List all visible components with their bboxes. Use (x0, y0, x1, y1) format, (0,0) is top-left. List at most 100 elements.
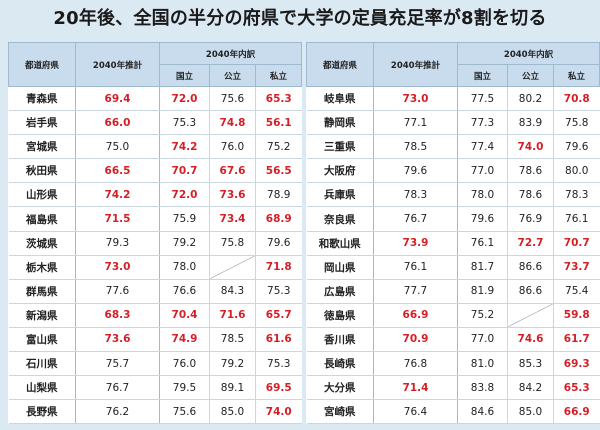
pref-cell: 和歌山県 (306, 231, 374, 256)
pref-cell: 石川県 (8, 351, 76, 377)
public-cell: 83.9 (507, 110, 554, 136)
pref-cell: 徳島県 (306, 303, 374, 328)
private-cell: 70.8 (553, 86, 600, 112)
national-cell: 76.1 (457, 231, 508, 256)
pref-cell: 茨城県 (8, 231, 76, 256)
national-cell: 78.0 (159, 255, 210, 280)
national-cell: 81.0 (457, 351, 508, 377)
national-cell: 72.0 (159, 182, 210, 208)
table-row: 新潟県 68.3 70.4 71.6 65.7 (8, 303, 302, 328)
public-cell: 75.6 (209, 86, 256, 112)
pref-cell: 大分県 (306, 375, 374, 401)
projection-cell: 79.6 (373, 158, 458, 184)
public-cell: 86.6 (507, 279, 554, 304)
col-header-private: 私立 (553, 64, 600, 87)
national-cell: 76.0 (159, 351, 210, 377)
col-header-national: 国立 (159, 64, 210, 87)
table-row: 岐阜県 73.0 77.5 80.2 70.8 (306, 86, 600, 112)
public-cell: 85.3 (507, 351, 554, 377)
left-table: 都道府県 2040年推計 2040年内訳 国立 公立 私立 青森県 69.4 72.… (8, 42, 302, 425)
col-header-breakdown: 2040年内訳 (159, 42, 302, 65)
private-cell: 75.3 (255, 279, 302, 304)
table-row: 三重県 78.5 77.4 74.0 79.6 (306, 134, 600, 160)
private-cell: 61.6 (255, 327, 302, 353)
table-row: 宮崎県 76.4 84.6 85.0 66.9 (306, 399, 600, 425)
projection-cell: 76.1 (373, 255, 458, 280)
table-row: 広島県 77.7 81.9 86.6 75.4 (306, 279, 600, 304)
public-cell (507, 303, 554, 328)
public-cell: 84.3 (209, 279, 256, 304)
private-cell: 75.2 (255, 134, 302, 160)
national-cell: 79.5 (159, 375, 210, 401)
pref-cell: 山梨県 (8, 375, 76, 401)
private-cell: 69.5 (255, 375, 302, 401)
national-cell: 77.0 (457, 158, 508, 184)
page-title: 20年後、全国の半分の府県で大学の定員充足率が8割を切る (53, 8, 547, 29)
col-header-breakdown: 2040年内訳 (457, 42, 600, 65)
private-cell: 73.7 (553, 255, 600, 280)
projection-cell: 76.7 (75, 375, 160, 401)
col-header-national: 国立 (457, 64, 508, 87)
projection-cell: 75.0 (75, 134, 160, 160)
pref-cell: 秋田県 (8, 158, 76, 184)
public-cell: 72.7 (507, 231, 554, 256)
public-cell: 74.8 (209, 110, 256, 136)
national-cell: 77.0 (457, 327, 508, 353)
private-cell: 66.9 (553, 399, 600, 425)
private-cell: 78.9 (255, 182, 302, 208)
projection-cell: 74.2 (75, 182, 160, 208)
pref-cell: 長崎県 (306, 351, 374, 377)
public-cell: 86.6 (507, 255, 554, 280)
pref-cell: 岩手県 (8, 110, 76, 136)
national-cell: 77.5 (457, 86, 508, 112)
projection-cell: 78.5 (373, 134, 458, 160)
private-cell: 69.3 (553, 351, 600, 377)
private-cell: 65.3 (255, 86, 302, 112)
public-cell: 76.0 (209, 134, 256, 160)
public-cell: 74.0 (507, 134, 554, 160)
pref-cell: 兵庫県 (306, 182, 374, 208)
pref-cell: 広島県 (306, 279, 374, 304)
table-row: 宮城県 75.0 74.2 76.0 75.2 (8, 134, 302, 160)
public-cell: 85.0 (507, 399, 554, 425)
national-cell: 81.7 (457, 255, 508, 280)
pref-cell: 大阪府 (306, 158, 374, 184)
table-row: 長野県 76.2 75.6 85.0 74.0 (8, 399, 302, 425)
pref-cell: 香川県 (306, 327, 374, 353)
public-cell: 76.9 (507, 206, 554, 232)
table-row: 栃木県 73.0 78.0 71.8 (8, 255, 302, 280)
national-cell: 70.7 (159, 158, 210, 184)
private-cell: 76.1 (553, 206, 600, 232)
projection-cell: 66.0 (75, 110, 160, 136)
pref-cell: 宮城県 (8, 134, 76, 160)
projection-cell: 76.7 (373, 206, 458, 232)
projection-cell: 73.0 (75, 255, 160, 280)
private-cell: 74.0 (255, 399, 302, 425)
pref-cell: 群馬県 (8, 279, 76, 304)
private-cell: 79.6 (553, 134, 600, 160)
pref-cell: 富山県 (8, 327, 76, 353)
col-header-pref: 都道府県 (8, 42, 76, 87)
table-row: 岩手県 66.0 75.3 74.8 56.1 (8, 110, 302, 136)
private-cell: 61.7 (553, 327, 600, 353)
pref-cell: 静岡県 (306, 110, 374, 136)
projection-cell: 68.3 (75, 303, 160, 328)
col-header-private: 私立 (255, 64, 302, 87)
pref-cell: 三重県 (306, 134, 374, 160)
national-cell: 74.2 (159, 134, 210, 160)
national-cell: 74.9 (159, 327, 210, 353)
projection-cell: 70.9 (373, 327, 458, 353)
public-cell: 89.1 (209, 375, 256, 401)
private-cell: 56.5 (255, 158, 302, 184)
projection-cell: 78.3 (373, 182, 458, 208)
pref-cell: 新潟県 (8, 303, 76, 328)
national-cell: 79.6 (457, 206, 508, 232)
col-header-public: 公立 (507, 64, 554, 87)
table-row: 福島県 71.5 75.9 73.4 68.9 (8, 206, 302, 232)
private-cell: 75.3 (255, 351, 302, 377)
table-row: 山梨県 76.7 79.5 89.1 69.5 (8, 375, 302, 401)
projection-cell: 76.4 (373, 399, 458, 425)
table-row: 山形県 74.2 72.0 73.6 78.9 (8, 182, 302, 208)
public-cell: 80.2 (507, 86, 554, 112)
table-row: 徳島県 66.9 75.2 59.8 (306, 303, 600, 328)
